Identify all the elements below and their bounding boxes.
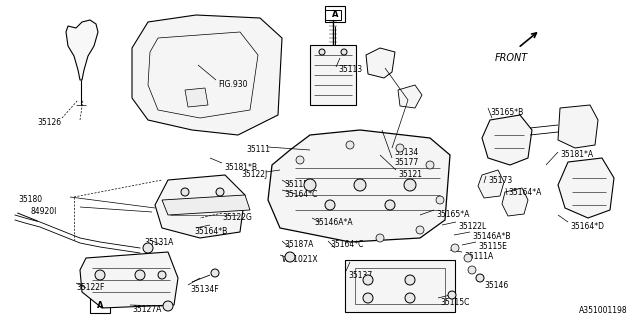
Circle shape bbox=[376, 234, 384, 242]
Circle shape bbox=[285, 252, 295, 262]
Polygon shape bbox=[80, 252, 178, 308]
Bar bbox=[325, 6, 345, 22]
Circle shape bbox=[436, 196, 444, 204]
Text: 35187A: 35187A bbox=[284, 240, 314, 249]
Polygon shape bbox=[478, 170, 504, 198]
Text: 35177: 35177 bbox=[394, 158, 419, 167]
Text: 35113: 35113 bbox=[338, 65, 362, 74]
Text: FRONT: FRONT bbox=[495, 53, 528, 63]
Polygon shape bbox=[558, 105, 598, 148]
Text: 35115C: 35115C bbox=[440, 298, 469, 307]
Text: 35126: 35126 bbox=[38, 118, 62, 127]
Text: 35134F: 35134F bbox=[190, 285, 219, 294]
Bar bbox=[345, 260, 455, 312]
Text: 35180: 35180 bbox=[18, 195, 42, 204]
Text: 35127A: 35127A bbox=[132, 305, 161, 314]
Circle shape bbox=[468, 266, 476, 274]
Circle shape bbox=[416, 226, 424, 234]
Text: 35137: 35137 bbox=[348, 271, 372, 280]
Polygon shape bbox=[162, 195, 250, 215]
Text: 35122L: 35122L bbox=[458, 222, 486, 231]
Polygon shape bbox=[132, 15, 282, 135]
Text: 35134: 35134 bbox=[394, 148, 419, 157]
Bar bbox=[355, 268, 445, 304]
Text: 35173: 35173 bbox=[488, 176, 512, 185]
Circle shape bbox=[346, 141, 354, 149]
Text: 35181*A: 35181*A bbox=[560, 150, 593, 159]
Circle shape bbox=[325, 200, 335, 210]
Polygon shape bbox=[502, 188, 528, 216]
Circle shape bbox=[405, 275, 415, 285]
Text: 35111A: 35111A bbox=[464, 252, 493, 261]
Circle shape bbox=[451, 244, 459, 252]
Text: 35122J: 35122J bbox=[242, 170, 268, 179]
Circle shape bbox=[354, 179, 366, 191]
Text: 35121: 35121 bbox=[398, 170, 422, 179]
Text: 35122F: 35122F bbox=[76, 283, 104, 292]
Text: FIG.930: FIG.930 bbox=[218, 80, 248, 89]
Polygon shape bbox=[155, 175, 245, 238]
Text: W21021X: W21021X bbox=[282, 255, 319, 264]
Circle shape bbox=[319, 49, 325, 55]
Circle shape bbox=[464, 254, 472, 262]
Text: 35165*B: 35165*B bbox=[490, 108, 524, 117]
Circle shape bbox=[135, 270, 145, 280]
Text: 35111: 35111 bbox=[246, 145, 270, 154]
Circle shape bbox=[448, 291, 456, 299]
Circle shape bbox=[163, 301, 173, 311]
Text: 35122G: 35122G bbox=[222, 213, 252, 222]
Text: 35146: 35146 bbox=[484, 281, 508, 290]
Text: 35146A*A: 35146A*A bbox=[314, 218, 353, 227]
Bar bbox=[170, 50, 220, 80]
Polygon shape bbox=[558, 158, 614, 218]
Text: 35164*C: 35164*C bbox=[284, 190, 317, 199]
Polygon shape bbox=[268, 130, 450, 242]
Circle shape bbox=[363, 293, 373, 303]
Text: 35115E: 35115E bbox=[478, 242, 507, 251]
Text: A: A bbox=[332, 10, 339, 19]
Circle shape bbox=[143, 243, 153, 253]
Polygon shape bbox=[398, 85, 422, 108]
Text: 35164*C: 35164*C bbox=[330, 240, 364, 249]
Circle shape bbox=[216, 188, 224, 196]
Circle shape bbox=[404, 179, 416, 191]
Text: 84920I: 84920I bbox=[30, 207, 56, 216]
Polygon shape bbox=[66, 20, 98, 80]
Polygon shape bbox=[366, 48, 395, 78]
Text: 35164*A: 35164*A bbox=[508, 188, 541, 197]
Circle shape bbox=[396, 144, 404, 152]
Circle shape bbox=[296, 156, 304, 164]
Text: A351001198: A351001198 bbox=[579, 306, 628, 315]
Circle shape bbox=[158, 271, 166, 279]
Circle shape bbox=[211, 269, 219, 277]
Polygon shape bbox=[185, 88, 208, 107]
Circle shape bbox=[304, 179, 316, 191]
Circle shape bbox=[363, 275, 373, 285]
Text: 35181*B: 35181*B bbox=[224, 163, 257, 172]
Circle shape bbox=[385, 200, 395, 210]
Text: 35115B: 35115B bbox=[284, 180, 313, 189]
Circle shape bbox=[341, 49, 347, 55]
Circle shape bbox=[476, 274, 484, 282]
Text: 35165*A: 35165*A bbox=[436, 210, 469, 219]
Bar bbox=[325, 10, 341, 20]
Text: A: A bbox=[97, 300, 103, 309]
Bar bbox=[90, 297, 110, 313]
Text: 35146A*B: 35146A*B bbox=[472, 232, 511, 241]
Circle shape bbox=[405, 293, 415, 303]
Circle shape bbox=[426, 161, 434, 169]
Bar bbox=[310, 45, 356, 105]
Circle shape bbox=[95, 270, 105, 280]
Text: 35164*D: 35164*D bbox=[570, 222, 604, 231]
Text: 35164*B: 35164*B bbox=[194, 227, 227, 236]
Circle shape bbox=[181, 188, 189, 196]
Text: 35131A: 35131A bbox=[144, 238, 173, 247]
Polygon shape bbox=[482, 115, 532, 165]
